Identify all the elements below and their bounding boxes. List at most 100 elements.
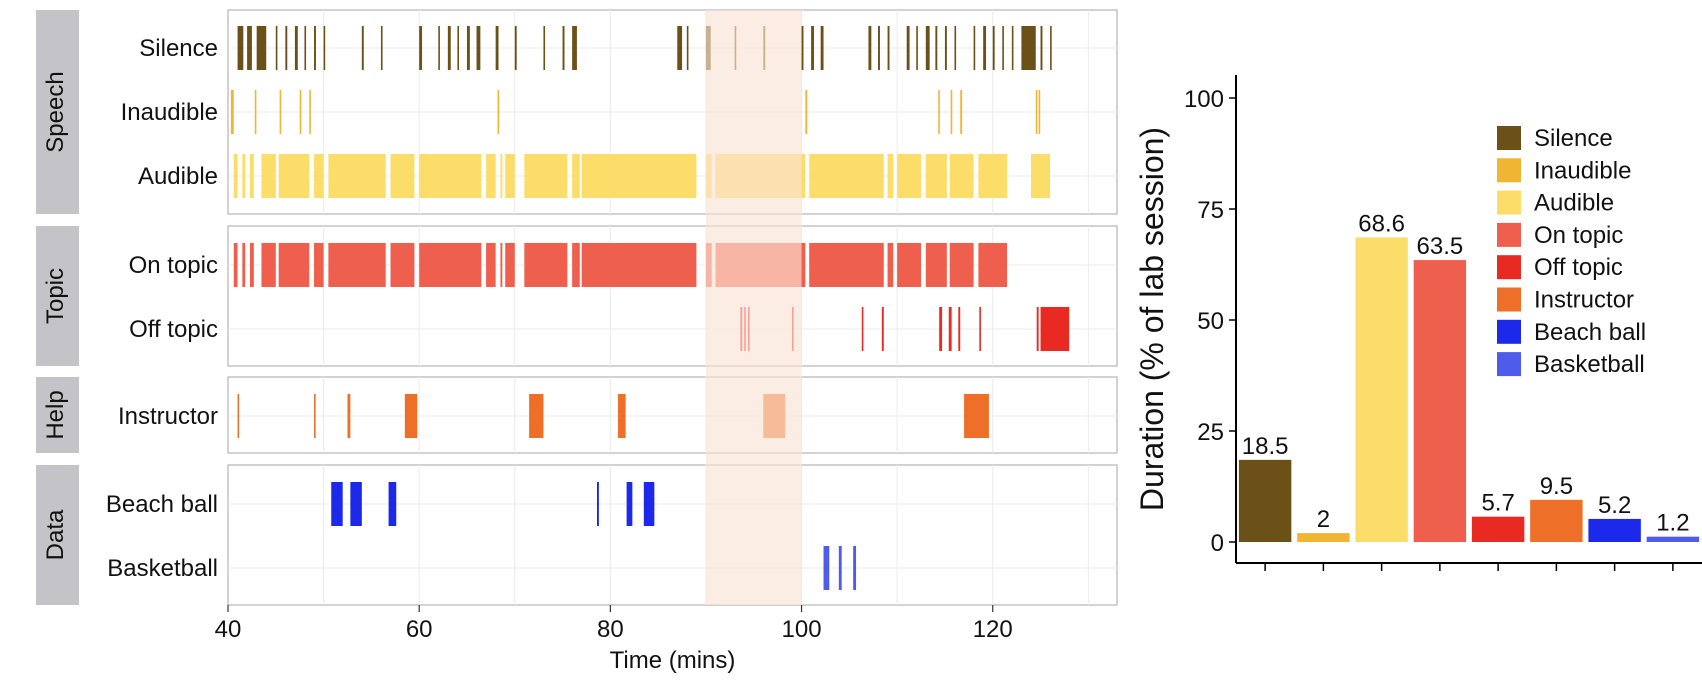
segment-on-topic <box>419 243 482 287</box>
segment-beach-ball <box>388 482 397 526</box>
segment-silence <box>237 26 244 70</box>
segment-audible <box>242 154 246 198</box>
segment-beach-ball <box>350 482 362 526</box>
facet-label-speech: Speech <box>42 71 69 152</box>
segment-on-topic <box>242 243 246 287</box>
segment-audible <box>524 154 568 198</box>
segment-off-topic <box>939 307 943 351</box>
x-tick-label: 100 <box>782 616 822 643</box>
segment-beach-ball <box>626 482 633 526</box>
segment-audible <box>249 154 254 198</box>
segment-on-topic <box>809 243 884 287</box>
legend-label-on-topic: On topic <box>1534 222 1623 249</box>
segment-inaudible <box>950 90 953 134</box>
legend-key-basketball <box>1497 352 1521 377</box>
segment-audible <box>505 154 515 198</box>
facet-strip-data <box>36 465 79 605</box>
segment-silence <box>887 26 890 70</box>
segment-audible <box>261 154 276 198</box>
segment-inaudible <box>497 90 500 134</box>
segment-silence <box>906 26 910 70</box>
segment-silence <box>983 26 987 70</box>
segment-silence <box>973 26 976 70</box>
row-audible <box>233 154 1051 198</box>
segment-silence <box>304 26 307 70</box>
facet-label-data: Data <box>42 509 69 560</box>
segment-silence <box>868 26 872 70</box>
legend-key-instructor <box>1497 287 1521 312</box>
segment-on-topic <box>278 243 310 287</box>
segment-audible <box>978 154 1008 198</box>
y-tick-label: 100 <box>1184 86 1224 113</box>
segment-silence <box>992 26 995 70</box>
segment-basketball <box>838 546 842 590</box>
duration-bar-chart: 0 25 50 75 100 Duration (% of lab session) 18.… <box>1134 75 1702 571</box>
segment-silence <box>314 26 316 70</box>
segment-silence <box>686 26 689 70</box>
segment-beach-ball <box>596 482 599 526</box>
row-label-instructor: Instructor <box>118 403 218 430</box>
segment-beach-ball <box>331 482 343 526</box>
segment-audible <box>581 154 697 198</box>
facet-strip-help <box>36 377 79 453</box>
segment-silence <box>247 26 252 70</box>
segment-silence <box>294 26 298 70</box>
row-label-inaudible: Inaudible <box>121 99 218 126</box>
bar-basketball <box>1646 536 1700 542</box>
segment-audible <box>419 154 482 198</box>
facet-label-help: Help <box>42 390 69 439</box>
bar-value-inaudible: 2 <box>1317 506 1330 533</box>
segment-on-topic <box>249 243 254 287</box>
segment-instructor <box>237 394 240 438</box>
segment-silence <box>1011 26 1014 70</box>
x-tick-label: 60 <box>406 616 433 643</box>
segment-silence <box>380 26 383 70</box>
facet-strip-speech <box>36 10 79 214</box>
segment-audible <box>314 154 324 198</box>
segment-silence <box>476 26 481 70</box>
segment-off-topic <box>979 307 981 351</box>
y-tick-label: 75 <box>1197 197 1224 224</box>
segment-silence <box>925 26 930 70</box>
segment-audible <box>897 154 922 198</box>
y-tick-label: 0 <box>1211 530 1224 557</box>
segment-instructor <box>314 394 316 438</box>
segment-silence <box>1050 26 1052 70</box>
segment-beach-ball <box>643 482 655 526</box>
segment-inaudible <box>309 90 311 134</box>
segment-on-topic <box>925 243 947 287</box>
segment-on-topic <box>486 243 496 287</box>
segment-instructor <box>404 394 418 438</box>
segment-on-topic <box>887 243 894 287</box>
segment-silence <box>514 26 517 70</box>
segment-off-topic <box>1040 307 1070 351</box>
segment-inaudible <box>254 90 257 134</box>
segment-instructor <box>964 394 989 438</box>
segment-on-topic <box>314 243 324 287</box>
segment-on-topic <box>505 243 515 287</box>
x-tick-label: 120 <box>973 616 1013 643</box>
legend-label-basketball: Basketball <box>1534 351 1645 378</box>
legend-key-off-topic <box>1497 255 1521 280</box>
segment-silence <box>572 26 577 70</box>
segment-silence <box>944 26 947 70</box>
legend-label-audible: Audible <box>1534 190 1614 217</box>
segment-inaudible <box>299 90 302 134</box>
segment-audible <box>572 154 580 198</box>
row-label-beach-ball: Beach ball <box>106 491 218 518</box>
row-on-topic <box>233 243 1008 287</box>
segment-silence <box>954 26 957 70</box>
row-label-off-topic: Off topic <box>129 316 218 343</box>
segment-on-topic <box>978 243 1008 287</box>
legend-label-beach-ball: Beach ball <box>1534 319 1646 346</box>
segment-inaudible <box>938 90 940 134</box>
y-tick-label: 50 <box>1197 308 1224 335</box>
segment-audible <box>887 154 894 198</box>
legend-key-silence <box>1497 126 1521 150</box>
legend-key-inaudible <box>1497 158 1521 183</box>
highlight-band <box>705 10 802 605</box>
y-axis-label: Duration (% of lab session) <box>1134 127 1170 511</box>
timeline-chart: Speech Silence Inaudible Audible Topic On top… <box>36 9 1118 674</box>
x-axis-label: Time (mins) <box>610 647 736 674</box>
bar-silence <box>1238 459 1292 542</box>
